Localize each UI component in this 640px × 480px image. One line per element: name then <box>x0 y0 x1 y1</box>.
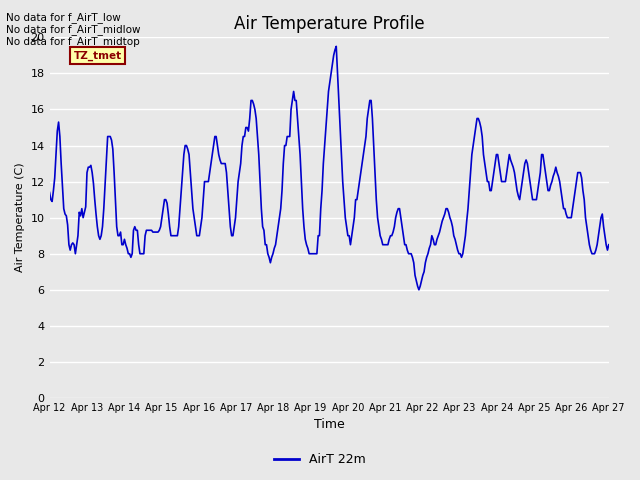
Text: TZ_tmet: TZ_tmet <box>74 50 122 60</box>
Title: Air Temperature Profile: Air Temperature Profile <box>234 15 424 33</box>
Text: No data for f_AirT_low: No data for f_AirT_low <box>6 12 121 23</box>
Text: No data for f_AirT_midtop: No data for f_AirT_midtop <box>6 36 140 47</box>
Text: No data for f_AirT_midlow: No data for f_AirT_midlow <box>6 24 141 35</box>
Legend: AirT 22m: AirT 22m <box>269 448 371 471</box>
Y-axis label: Air Temperature (C): Air Temperature (C) <box>15 163 25 273</box>
X-axis label: Time: Time <box>314 419 344 432</box>
